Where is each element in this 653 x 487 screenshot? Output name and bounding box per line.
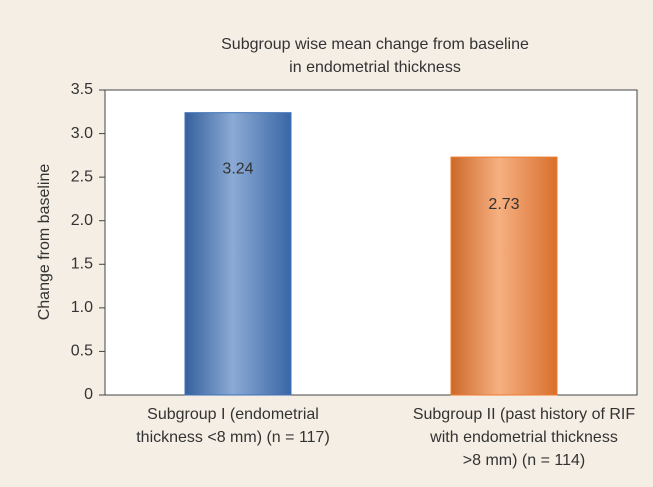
x-tick-label: thickness <8 mm) (n = 117)	[136, 429, 330, 446]
x-tick-label: Subgroup II (past history of RIF	[413, 406, 636, 423]
y-tick-label: 1.5	[71, 256, 93, 273]
value-label: 2.73	[488, 196, 519, 213]
y-tick-label: 2.0	[71, 212, 93, 229]
chart-title: in endometrial thickness	[289, 59, 461, 76]
x-tick-label: with endometrial thickness	[429, 429, 618, 446]
y-tick-label: 0.5	[71, 343, 93, 360]
y-axis-label: Change from baseline	[36, 164, 53, 321]
x-tick-label: Subgroup I (endometrial	[147, 406, 319, 423]
bar	[450, 156, 558, 396]
y-tick-label: 1.0	[71, 299, 93, 316]
bar	[184, 112, 292, 396]
y-tick-label: 0	[84, 386, 93, 403]
value-label: 3.24	[222, 160, 253, 177]
chart-title: Subgroup wise mean change from baseline	[221, 36, 529, 53]
y-tick-label: 3.5	[71, 81, 93, 98]
y-tick-label: 2.5	[71, 168, 93, 185]
x-tick-label: >8 mm) (n = 114)	[463, 452, 585, 469]
y-tick-label: 3.0	[71, 125, 93, 142]
